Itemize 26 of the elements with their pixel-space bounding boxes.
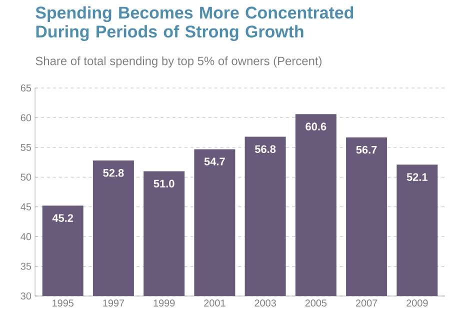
x-tick-label: 2001	[204, 300, 226, 307]
x-tick-label: 1995	[52, 300, 74, 307]
data-label: 56.7	[356, 146, 377, 154]
chart-subtitle: Share of total spending by top 5% of owners (Percent)	[36, 56, 322, 68]
data-label: 51.0	[154, 180, 174, 188]
x-tick-label: 2005	[305, 300, 327, 307]
data-label: 56.8	[254, 145, 276, 154]
x-tick-label: 2003	[254, 300, 276, 307]
data-label: 45.2	[52, 214, 74, 222]
chart-title: Spending Becomes More Concentrated During Periods of Strong Growth	[36, 6, 354, 41]
data-label: 54.7	[204, 158, 225, 166]
data-label: 52.8	[103, 169, 124, 177]
y-tick-label: 65	[20, 84, 32, 92]
y-tick-label: 30	[20, 292, 32, 300]
x-tick-label: 2009	[406, 300, 428, 307]
x-tick-label: 1997	[103, 300, 124, 307]
x-tick-label: 1999	[154, 300, 175, 307]
data-label: 60.6	[306, 122, 326, 130]
y-tick-label: 55	[20, 144, 32, 151]
y-tick-label: 35	[20, 262, 32, 270]
y-tick-label: 45	[20, 203, 32, 210]
y-tick-label: 60	[20, 114, 32, 122]
y-tick-label: 40	[20, 233, 32, 240]
y-tick-label: 50	[20, 174, 32, 181]
data-label: 52.1	[406, 173, 428, 181]
x-tick-label: 2007	[356, 300, 378, 307]
